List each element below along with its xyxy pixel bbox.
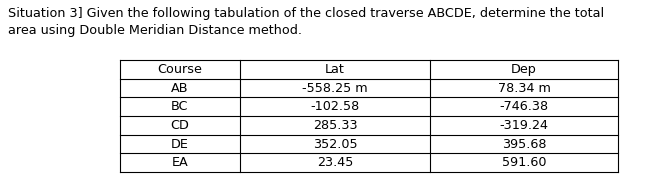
Text: CD: CD [170,119,190,132]
Text: AB: AB [171,81,189,95]
Text: EA: EA [172,156,188,169]
Text: Course: Course [158,63,202,76]
Text: -746.38: -746.38 [499,100,548,113]
Text: BC: BC [171,100,189,113]
Text: -102.58: -102.58 [310,100,359,113]
Text: Lat: Lat [325,63,345,76]
Text: 591.60: 591.60 [502,156,546,169]
Text: area using Double Meridian Distance method.: area using Double Meridian Distance meth… [8,24,302,37]
Text: DE: DE [171,138,189,150]
Text: Situation 3] Given the following tabulation of the closed traverse ABCDE, determ: Situation 3] Given the following tabulat… [8,7,604,20]
Text: 23.45: 23.45 [317,156,353,169]
Text: 78.34 m: 78.34 m [497,81,550,95]
Text: 285.33: 285.33 [313,119,357,132]
Text: -558.25 m: -558.25 m [302,81,368,95]
Text: -319.24: -319.24 [499,119,548,132]
Text: 395.68: 395.68 [502,138,546,150]
Text: Dep: Dep [511,63,537,76]
Text: 352.05: 352.05 [313,138,357,150]
